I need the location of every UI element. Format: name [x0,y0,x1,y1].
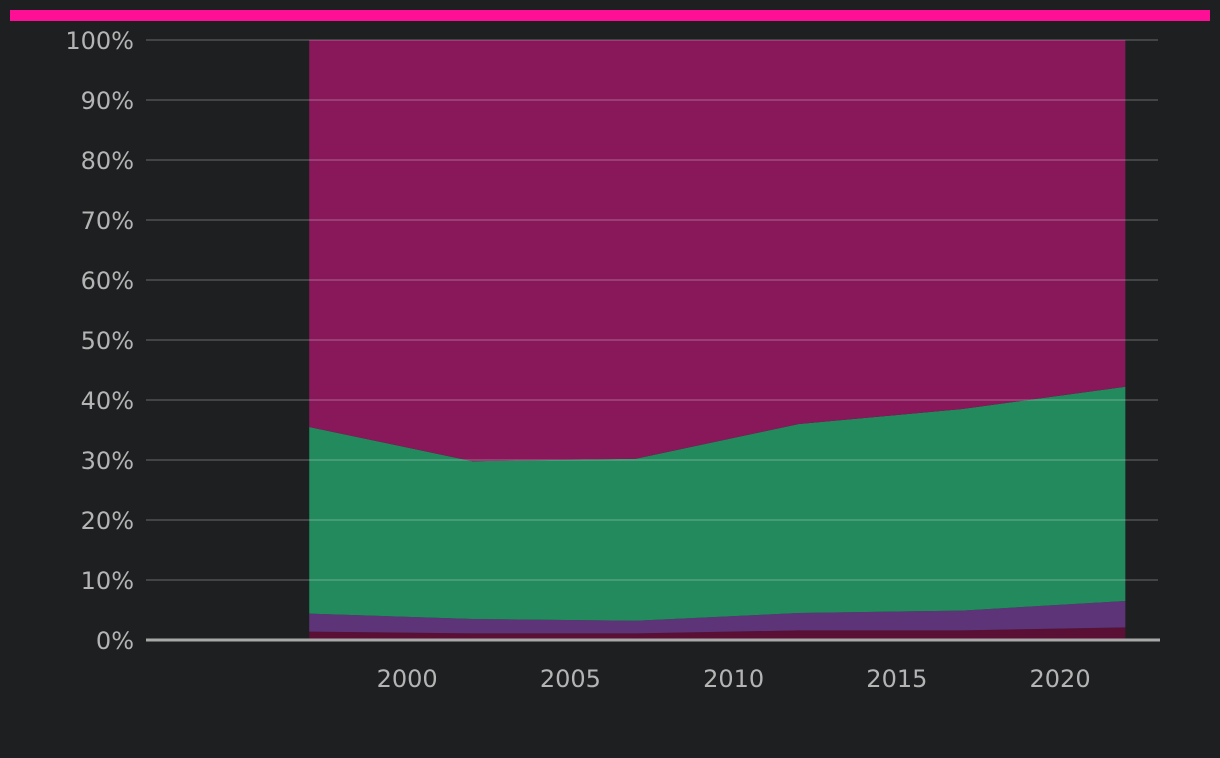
x-tick-label: 2015 [866,665,927,693]
gridlines [146,39,1158,581]
y-tick-label: 40% [81,387,134,415]
y-axis-tick-labels: 0% 10% 20% 30% 40% 50% 60% 70% 80% 90% 100% [65,27,134,655]
area-series-3 [309,386,1126,621]
area-series-1 [309,627,1126,640]
y-tick-label: 100% [65,27,134,55]
x-tick-label: 2010 [703,665,764,693]
x-tick-label: 2000 [377,665,438,693]
area-series-2 [309,601,1126,634]
x-axis-tick-labels: 2000 2005 2010 2015 2020 [377,665,1091,693]
y-tick-label: 30% [81,447,134,475]
x-tick-label: 2005 [540,665,601,693]
area-series-4 [309,40,1126,462]
y-tick-label: 0% [96,627,134,655]
y-tick-label: 20% [81,507,134,535]
area-series-group [309,40,1126,640]
x-tick-label: 2020 [1030,665,1091,693]
y-tick-label: 80% [81,147,134,175]
y-tick-label: 70% [81,207,134,235]
y-tick-label: 60% [81,267,134,295]
y-tick-label: 10% [81,567,134,595]
y-tick-label: 90% [81,87,134,115]
y-tick-label: 50% [81,327,134,355]
top-accent-bar [10,10,1210,21]
